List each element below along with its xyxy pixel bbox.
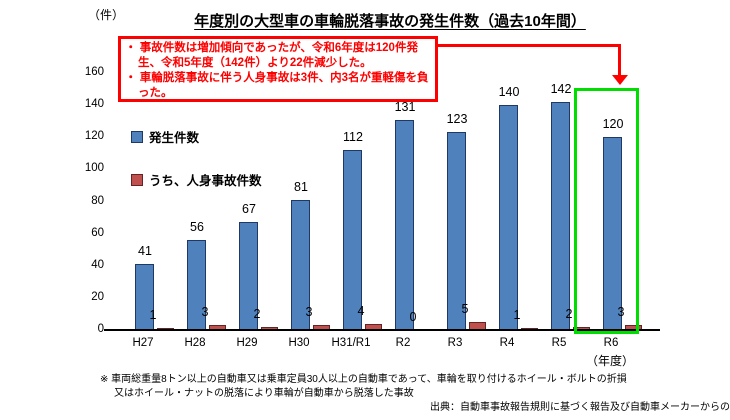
bar-value-occurrences-R2: 131 xyxy=(394,100,416,114)
x-axis-label-H29: H29 xyxy=(236,337,258,349)
bar-value-occurrences-R3: 123 xyxy=(446,112,468,126)
x-axis-unit-label: （年度） xyxy=(586,354,635,368)
annotation-bullet-list: 事故件数は増加傾向であったが、令和6年度は120件発生、令和5年度（142件）よ… xyxy=(125,41,430,101)
x-axis-label-R4: R4 xyxy=(499,337,515,349)
bar-occurrences-H27 xyxy=(135,264,154,330)
bar-occurrences-R2 xyxy=(395,120,414,330)
bar-value-injury-H29: 2 xyxy=(253,307,261,321)
footnote-line-2: 又はホイール・ナットの脱落により車輪が自動車から脱落した事故 xyxy=(114,388,414,399)
annotation-bullet-1: 事故件数は増加傾向であったが、令和6年度は120件発生、令和5年度（142件）よ… xyxy=(125,41,430,71)
footnote-line-1: ※ 車両総重量8トン以上の自動車又は乗車定員30人以上の自動車であって、車輪を取… xyxy=(100,374,627,385)
bar-injury-H28 xyxy=(209,325,226,330)
x-axis-label-H27: H27 xyxy=(132,337,154,349)
annotation-arrow-down-icon xyxy=(612,75,628,85)
bar-value-occurrences-H28: 56 xyxy=(190,220,204,234)
bar-value-injury-H27: 1 xyxy=(149,308,157,322)
bar-occurrences-H31/R1 xyxy=(343,150,362,330)
legend-swatch-red-icon xyxy=(131,173,143,186)
annotation-connector-line-vertical xyxy=(618,44,621,76)
bar-value-occurrences-R4: 140 xyxy=(498,85,520,99)
y-axis-tick-label: 80 xyxy=(91,194,104,207)
x-axis-label-R2: R2 xyxy=(395,337,411,349)
bar-occurrences-R3 xyxy=(447,132,466,330)
legend-label-occurrences: 発生件数 xyxy=(149,131,200,145)
source-note: 出典：自動車事故報告規則に基づく報告及び自動車メーカーからの報告 xyxy=(430,402,730,413)
x-axis-label-H30: H30 xyxy=(288,337,310,349)
bar-injury-R6 xyxy=(625,325,642,330)
x-axis-label-R6: R6 xyxy=(603,337,619,349)
bar-value-occurrences-H31/R1: 112 xyxy=(343,130,363,144)
y-axis-tick-label: 120 xyxy=(84,130,104,143)
legend-item-injury-accidents: うち、人身事故件数 xyxy=(131,170,262,189)
y-axis-tick-label: 40 xyxy=(91,258,104,271)
bar-value-occurrences-H29: 67 xyxy=(242,202,256,216)
x-axis-label-R5: R5 xyxy=(551,337,567,349)
bar-value-injury-R5: 2 xyxy=(565,307,573,321)
highlight-box-r6 xyxy=(574,88,639,334)
bar-injury-H29 xyxy=(261,327,278,330)
x-axis-label-R3: R3 xyxy=(447,337,463,349)
chart-legend: 発生件数 うち、人身事故件数 xyxy=(131,127,262,213)
bar-value-injury-H30: 3 xyxy=(305,305,313,319)
annotation-callout-box: 事故件数は増加傾向であったが、令和6年度は120件発生、令和5年度（142件）よ… xyxy=(118,36,438,102)
y-axis-tick-label: 140 xyxy=(84,98,104,111)
bar-occurrences-R5 xyxy=(551,102,570,330)
bar-occurrences-H28 xyxy=(187,240,206,330)
y-axis-tick-label: 0 xyxy=(97,323,104,335)
bar-value-occurrences-H27: 41 xyxy=(138,244,152,258)
bar-value-occurrences-R6: 120 xyxy=(602,117,624,131)
bar-value-injury-R4: 1 xyxy=(513,308,521,322)
legend-swatch-blue-icon xyxy=(131,130,143,143)
bar-occurrences-R6 xyxy=(603,137,622,330)
y-axis-tick-label: 60 xyxy=(91,226,104,239)
bar-value-injury-H28: 3 xyxy=(201,305,209,319)
annotation-connector-line-horizontal xyxy=(438,44,621,47)
annotation-bullet-2: 車輪脱落事故に伴う人身事故は3件、内3名が重軽傷を負った。 xyxy=(125,71,430,101)
bar-value-injury-R2: 0 xyxy=(409,310,417,324)
bar-value-injury-H31/R1: 4 xyxy=(357,304,365,318)
x-axis-label-H31/R1: H31/R1 xyxy=(331,337,371,349)
chart-title: 年度別の大型車の車輪脱落事故の発生件数（過去10年間） xyxy=(194,13,586,30)
legend-item-occurrences: 発生件数 xyxy=(131,127,262,146)
legend-label-injury-accidents: うち、人身事故件数 xyxy=(149,174,262,188)
bar-occurrences-H30 xyxy=(291,200,310,330)
y-axis-tick-label: 20 xyxy=(91,290,104,303)
bar-value-occurrences-R5: 142 xyxy=(550,82,572,96)
bar-value-injury-R3: 5 xyxy=(461,302,469,316)
y-axis-tick-label: 100 xyxy=(84,162,104,175)
x-axis-line xyxy=(104,329,660,331)
bar-value-occurrences-H30: 81 xyxy=(294,180,308,194)
bar-occurrences-R4 xyxy=(499,105,518,330)
bar-injury-R5 xyxy=(573,327,590,330)
bar-injury-H31/R1 xyxy=(365,324,382,330)
bar-injury-R3 xyxy=(469,322,486,330)
y-axis-tick-label: 160 xyxy=(84,66,104,78)
bar-value-injury-R6: 3 xyxy=(617,305,625,319)
x-axis-label-H28: H28 xyxy=(184,337,206,349)
bar-occurrences-H29 xyxy=(239,222,258,330)
bar-injury-H30 xyxy=(313,325,330,330)
y-axis-unit-label: （件） xyxy=(88,8,125,22)
